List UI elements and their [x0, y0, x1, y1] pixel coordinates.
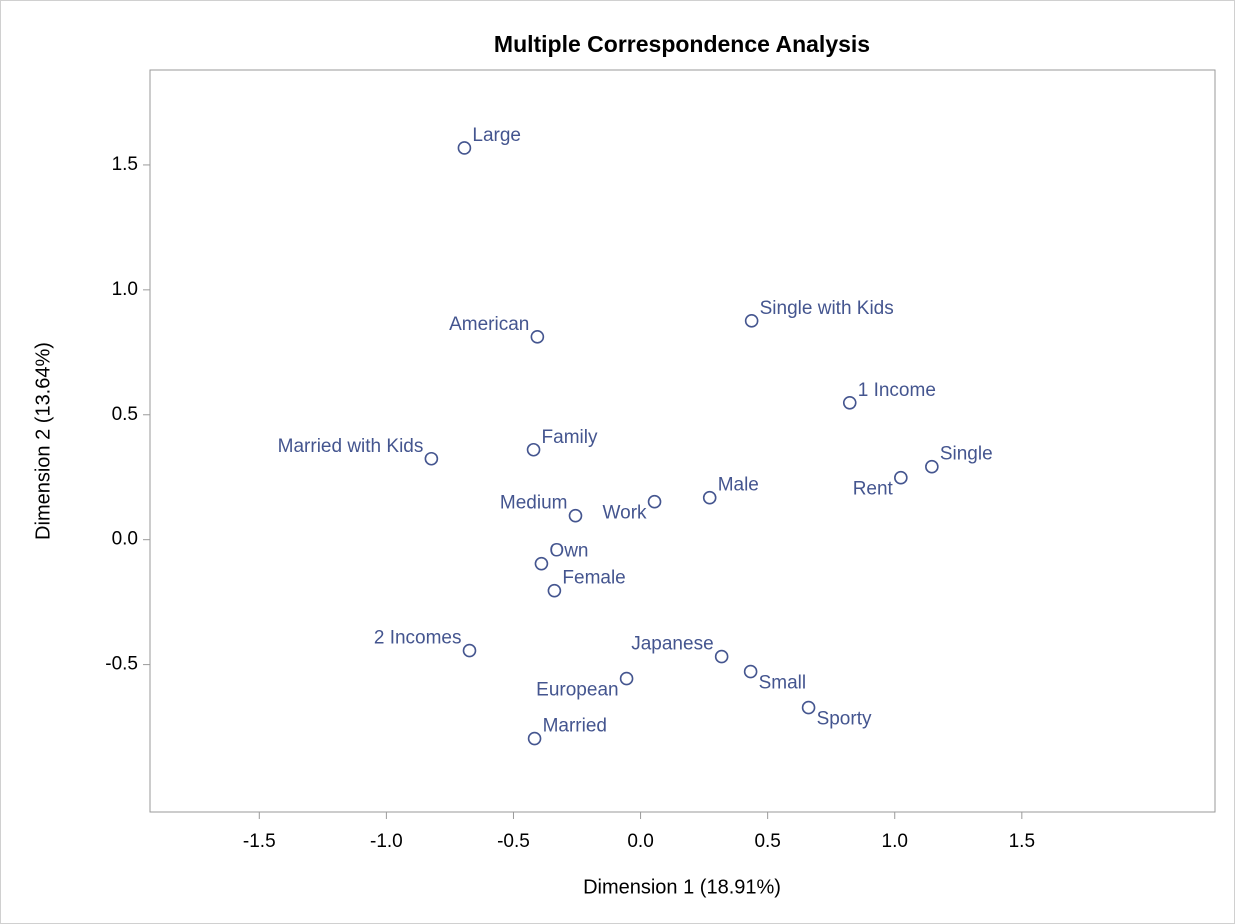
point — [526, 442, 541, 457]
point — [457, 141, 472, 155]
chart-title: Multiple Correspondence Analysis — [494, 31, 870, 57]
point-label: 2 Incomes — [374, 628, 462, 649]
point — [568, 508, 583, 523]
point-label: Japanese — [631, 634, 713, 655]
point-label: Sporty — [817, 709, 872, 730]
point-label: Family — [542, 427, 598, 448]
point-label: Work — [603, 503, 647, 524]
point-label: Single — [940, 444, 993, 465]
x-tick-label: 1.5 — [1009, 831, 1035, 852]
point — [619, 671, 634, 686]
y-tick-label: 1.5 — [112, 154, 138, 175]
x-tick-label: -0.5 — [497, 831, 530, 852]
point-label: Male — [718, 475, 759, 496]
point-label: Married — [543, 716, 607, 737]
x-tick-label: 1.0 — [882, 831, 908, 852]
point — [530, 330, 545, 344]
point-label: Small — [759, 673, 807, 694]
point-label: Large — [472, 125, 521, 146]
point-label: Married with Kids — [278, 436, 424, 457]
point-label: European — [536, 680, 618, 701]
y-tick-label: 0.0 — [112, 529, 138, 550]
point — [547, 583, 562, 598]
x-tick-label: -1.5 — [243, 831, 276, 852]
point — [534, 556, 549, 571]
point-label: Rent — [853, 479, 894, 500]
plot-frame — [149, 69, 1216, 813]
point-label: Medium — [500, 493, 568, 514]
point — [925, 459, 939, 474]
point-label: Single with Kids — [760, 298, 894, 319]
x-tick-label: -1.0 — [370, 831, 403, 852]
point — [743, 664, 758, 679]
point — [714, 649, 729, 664]
point — [842, 395, 857, 410]
point — [801, 700, 816, 715]
x-tick-label: 0.0 — [627, 831, 653, 852]
point-label: Female — [562, 568, 625, 589]
point — [462, 643, 477, 658]
point-label: Own — [549, 541, 588, 562]
y-tick-label: 1.0 — [112, 279, 138, 300]
point-label: American — [449, 314, 529, 335]
x-axis-label: Dimension 1 (18.91%) — [583, 876, 781, 898]
point — [647, 494, 662, 509]
point — [744, 314, 759, 328]
point — [424, 451, 439, 466]
point-label: 1 Income — [858, 380, 936, 401]
y-axis-label: Dimension 2 (13.64%) — [32, 342, 54, 540]
y-tick-label: 0.5 — [112, 404, 138, 425]
point — [702, 490, 717, 505]
x-tick-label: 0.5 — [754, 831, 780, 852]
y-tick-label: -0.5 — [105, 654, 138, 675]
point — [894, 470, 908, 485]
point — [527, 731, 542, 746]
